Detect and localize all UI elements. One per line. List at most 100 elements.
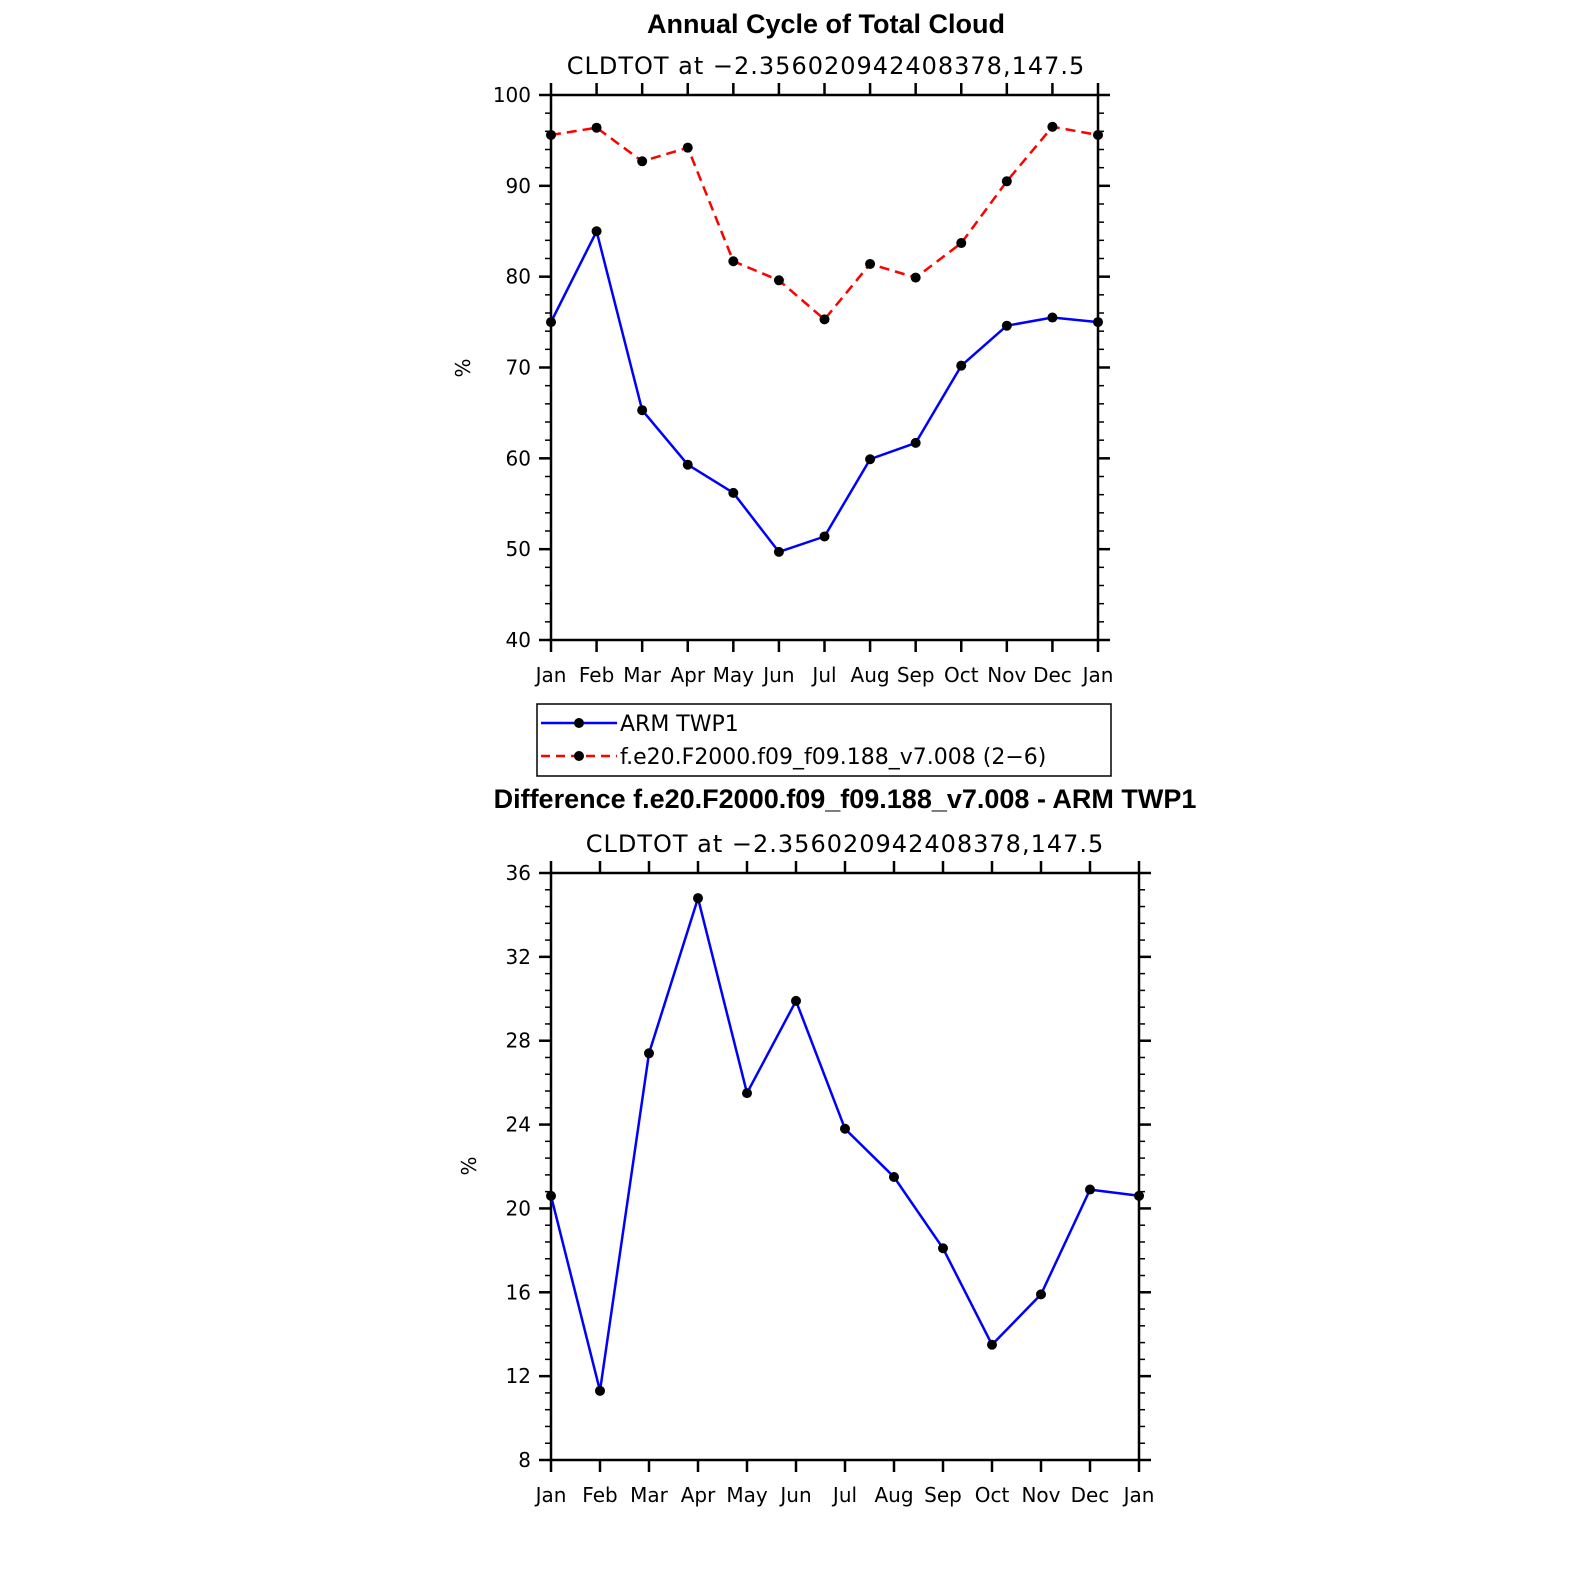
legend-label-arm: ARM TWP1 xyxy=(620,712,739,737)
x-tick-label: Apr xyxy=(681,1483,716,1507)
y-tick-label: 70 xyxy=(506,356,531,380)
data-point-0 xyxy=(546,1190,556,1201)
legend-marker-model xyxy=(574,751,584,761)
x-tick-label: Sep xyxy=(897,663,935,687)
data-point-0 xyxy=(819,531,830,542)
data-point-0 xyxy=(791,995,801,1006)
axes: 40 50 60 70 80 90 100 Jan Feb Mar Apr May Jun Jul Aug S… xyxy=(493,83,1114,687)
y-axis-label: % xyxy=(457,1156,481,1175)
y-tick-label: 16 xyxy=(506,1280,531,1304)
x-tick-label: Dec xyxy=(1033,663,1072,687)
x-tick-label: Jun xyxy=(761,663,794,687)
data-point-0 xyxy=(840,1123,850,1134)
legend: ARM TWP1 f.e20.F2000.f09_f09.188_v7.008 … xyxy=(536,703,1112,777)
x-tick-label: Oct xyxy=(944,663,979,687)
data-point-0 xyxy=(938,1243,948,1254)
y-tick-label: 36 xyxy=(506,861,531,885)
chart-title: Difference f.e20.F2000.f09_f09.188_v7.00… xyxy=(494,784,1197,814)
x-tick-label: Oct xyxy=(975,1483,1010,1507)
data-point-0 xyxy=(1001,320,1012,331)
data-point-1 xyxy=(910,272,921,283)
difference-chart: Difference f.e20.F2000.f09_f09.188_v7.00… xyxy=(457,784,1196,1507)
data-point-0 xyxy=(1047,312,1058,323)
data-point-1 xyxy=(865,258,876,269)
y-tick-label: 8 xyxy=(518,1448,531,1472)
data-point-1 xyxy=(819,314,830,325)
x-tick-label: Jan xyxy=(1081,663,1114,687)
data-point-0 xyxy=(728,487,739,498)
x-tick-label: May xyxy=(726,1483,768,1507)
data-point-0 xyxy=(910,437,921,448)
x-tick-label: Mar xyxy=(623,663,662,687)
data-point-0 xyxy=(591,226,602,237)
data-point-0 xyxy=(644,1048,654,1059)
data-point-1 xyxy=(773,275,784,286)
data-point-1 xyxy=(728,256,739,267)
data-point-1 xyxy=(956,238,967,249)
legend-label-model: f.e20.F2000.f09_f09.188_v7.008 (2−6) xyxy=(620,745,1046,770)
data-point-1 xyxy=(546,129,556,140)
data-point-0 xyxy=(546,317,556,328)
series-line-0 xyxy=(549,896,1140,1393)
data-point-0 xyxy=(773,546,784,557)
series-lines xyxy=(549,896,1140,1393)
series-lines xyxy=(549,125,1099,554)
data-point-0 xyxy=(637,405,648,416)
y-tick-label: 100 xyxy=(493,83,531,107)
annual-cycle-chart: Annual Cycle of Total Cloud CLDTOT at −2… xyxy=(451,9,1113,687)
x-tick-label: Dec xyxy=(1071,1483,1110,1507)
x-tick-label: Jul xyxy=(810,663,836,687)
data-point-0 xyxy=(742,1088,752,1099)
chart-title: Annual Cycle of Total Cloud xyxy=(647,9,1005,39)
y-tick-label: 28 xyxy=(506,1029,531,1053)
x-tick-label: May xyxy=(713,663,755,687)
data-point-0 xyxy=(1085,1184,1095,1195)
x-tick-label: Nov xyxy=(1021,1483,1060,1507)
plot-frame xyxy=(549,93,1100,642)
data-point-1 xyxy=(637,156,648,167)
x-tick-label: Jun xyxy=(778,1483,811,1507)
x-tick-label: Nov xyxy=(987,663,1026,687)
data-point-0 xyxy=(693,893,703,904)
series-line-0 xyxy=(549,230,1099,554)
data-point-0 xyxy=(987,1339,997,1350)
y-tick-label: 12 xyxy=(506,1364,531,1388)
x-tick-label: Sep xyxy=(924,1483,962,1507)
data-point-1 xyxy=(1047,121,1058,132)
x-tick-label: Aug xyxy=(851,663,890,687)
x-tick-label: Aug xyxy=(874,1483,913,1507)
axes: 8 12 16 20 24 28 32 36 Jan Feb Mar Apr May Jun Jul Aug S… xyxy=(506,861,1155,1507)
x-tick-label: Jan xyxy=(534,663,567,687)
x-tick-label: Mar xyxy=(630,1483,669,1507)
y-tick-label: 80 xyxy=(506,265,531,289)
series-points xyxy=(546,121,1103,557)
legend-box xyxy=(536,703,1112,777)
data-point-0 xyxy=(1093,317,1103,328)
y-tick-label: 40 xyxy=(506,628,531,652)
data-point-0 xyxy=(889,1171,899,1182)
chart-subtitle: CLDTOT at −2.356020942408378,147.5 xyxy=(567,52,1086,80)
legend-marker-arm xyxy=(574,718,584,728)
data-point-1 xyxy=(591,122,602,133)
data-point-0 xyxy=(956,360,967,371)
series-line-1 xyxy=(550,125,1099,321)
data-point-1 xyxy=(1001,176,1012,187)
data-point-0 xyxy=(865,454,876,465)
data-point-1 xyxy=(682,142,693,153)
x-tick-label: Apr xyxy=(670,663,705,687)
chart-subtitle: CLDTOT at −2.356020942408378,147.5 xyxy=(586,830,1105,858)
x-tick-label: Jan xyxy=(1122,1483,1155,1507)
x-tick-label: Feb xyxy=(579,663,614,687)
y-axis-label: % xyxy=(451,358,475,377)
x-tick-label: Jul xyxy=(831,1483,857,1507)
x-tick-label: Jan xyxy=(534,1483,567,1507)
series-points xyxy=(546,893,1144,1396)
x-tick-label: Feb xyxy=(582,1483,617,1507)
data-point-0 xyxy=(1134,1190,1144,1201)
y-tick-label: 20 xyxy=(506,1196,531,1220)
y-tick-label: 90 xyxy=(506,174,531,198)
data-point-0 xyxy=(1036,1289,1046,1300)
data-point-0 xyxy=(595,1385,605,1396)
y-tick-label: 24 xyxy=(506,1113,531,1137)
